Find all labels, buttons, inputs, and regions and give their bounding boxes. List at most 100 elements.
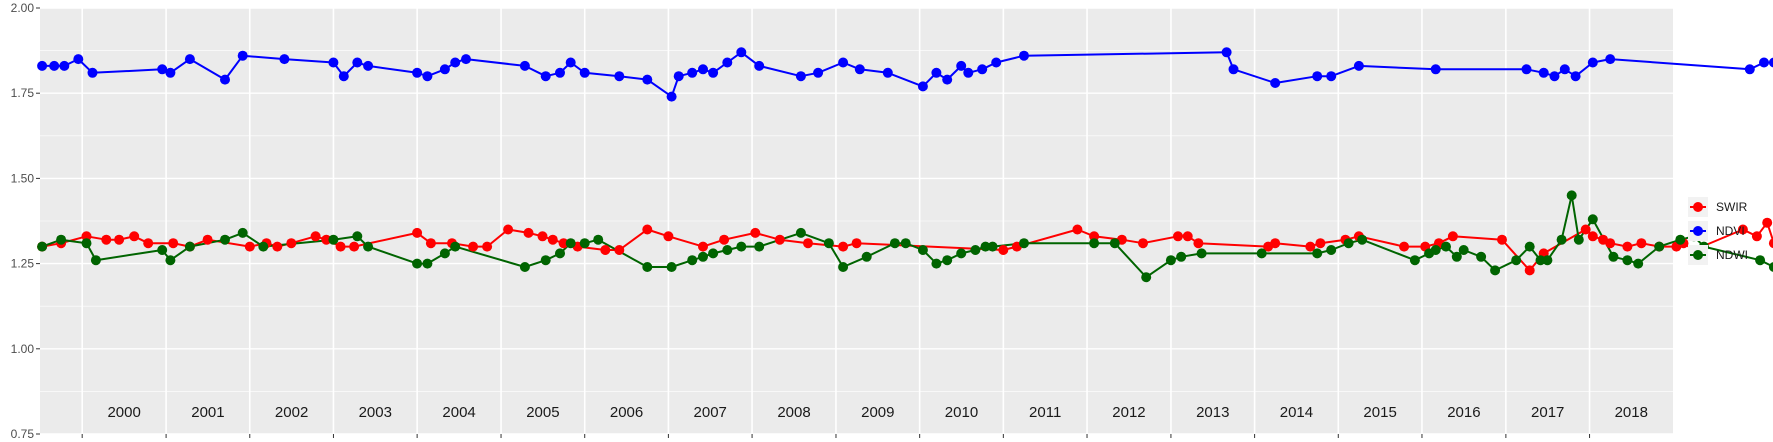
data-point-ndvi [363, 60, 374, 71]
data-point-ndvi [165, 67, 176, 78]
data-point-ndvi [1430, 64, 1441, 75]
year-label: 2010 [945, 404, 978, 421]
year-label: 2014 [1280, 404, 1313, 421]
data-point-ndwi [258, 241, 269, 252]
data-point-ndwi [1409, 255, 1420, 266]
data-point-ndvi [1549, 71, 1560, 82]
data-point-swir [81, 231, 92, 242]
data-point-swir [774, 234, 785, 245]
data-point-ndwi [942, 255, 953, 266]
data-point-ndwi [1556, 234, 1567, 245]
data-point-ndwi [722, 245, 733, 255]
data-point-ndvi [698, 64, 708, 75]
x-axis: 2000 2001 2002 2003 2004 2005 2006 2007 2008 2009… [81, 404, 1648, 438]
data-point-ndwi [565, 238, 576, 249]
data-point-ndwi [1490, 265, 1501, 276]
data-point-ndwi [56, 234, 67, 245]
y-tick-label: 1.25 [11, 257, 35, 271]
data-point-swir [335, 241, 346, 252]
data-point-swir [1762, 217, 1773, 228]
data-point-swir [349, 241, 360, 252]
data-point-ndvi [614, 71, 625, 82]
data-point-ndvi [722, 57, 733, 68]
year-label: 2015 [1363, 404, 1396, 421]
data-point-swir [272, 241, 283, 252]
data-point-ndvi [666, 91, 677, 102]
data-point-ndvi [1538, 67, 1549, 78]
data-point-swir [1305, 241, 1316, 252]
data-point-swir [1173, 231, 1183, 242]
data-point-ndwi [708, 248, 719, 259]
legend-key-ndwi [1693, 250, 1703, 260]
data-point-ndvi [956, 60, 967, 71]
data-point-swir [600, 245, 611, 255]
data-point-ndvi [519, 60, 530, 71]
data-point-ndwi [861, 251, 872, 262]
year-label: 2004 [442, 404, 475, 421]
data-point-ndwi [90, 255, 101, 266]
year-label: 2002 [275, 404, 308, 421]
data-point-swir [1270, 238, 1281, 249]
data-point-ndvi [555, 67, 565, 78]
data-point-ndwi [1326, 245, 1337, 255]
legend-label-ndvi: NDVI [1716, 224, 1745, 238]
data-point-swir [1193, 238, 1204, 249]
data-point-swir [1524, 265, 1535, 276]
data-point-ndvi [931, 67, 942, 78]
data-point-swir [114, 234, 125, 245]
data-point-ndvi [673, 71, 684, 82]
data-point-ndvi [1744, 64, 1755, 75]
data-point-swir [1182, 231, 1193, 242]
data-point-ndvi [1270, 78, 1281, 88]
data-point-swir [1138, 238, 1148, 249]
y-tick-label: 2.00 [11, 1, 35, 15]
data-point-swir [838, 241, 849, 252]
data-point-ndvi [439, 64, 450, 75]
data-point-swir [1580, 224, 1591, 235]
data-point-ndvi [1759, 57, 1769, 68]
data-point-swir [1315, 238, 1326, 249]
data-point-ndwi [1654, 241, 1665, 252]
data-point-ndvi [1521, 64, 1532, 75]
data-point-swir [719, 234, 730, 245]
data-point-ndwi [666, 262, 677, 272]
data-point-swir [698, 241, 708, 252]
year-label: 2013 [1196, 404, 1229, 421]
data-point-ndwi [1141, 272, 1152, 283]
data-point-ndvi [1312, 71, 1323, 82]
data-point-ndwi [237, 227, 248, 238]
data-point-ndwi [1256, 248, 1267, 259]
data-point-ndvi [1019, 50, 1029, 61]
data-point-ndwi [1542, 255, 1553, 266]
data-point-ndwi [579, 238, 590, 249]
year-label: 2007 [694, 404, 727, 421]
data-point-swir [503, 224, 514, 235]
data-point-ndwi [1430, 245, 1441, 255]
data-point-ndwi [412, 258, 423, 269]
data-point-ndvi [422, 71, 433, 82]
year-label: 2000 [107, 404, 140, 421]
data-point-ndvi [184, 54, 195, 65]
data-point-ndvi [338, 71, 349, 82]
data-point-ndvi [991, 57, 1002, 68]
y-tick-label: 0.75 [11, 427, 35, 441]
data-point-ndvi [352, 57, 363, 68]
data-point-ndvi [73, 54, 84, 65]
data-point-swir [168, 238, 179, 249]
data-point-ndwi [37, 241, 48, 252]
data-point-swir [1622, 241, 1633, 252]
data-point-swir [663, 231, 674, 242]
data-point-ndvi [87, 67, 98, 78]
data-point-ndwi [1587, 214, 1598, 225]
data-point-ndvi [736, 47, 747, 58]
data-point-ndvi [279, 54, 290, 65]
data-point-swir [523, 227, 534, 238]
data-point-ndvi [37, 60, 48, 71]
data-point-ndvi [708, 67, 719, 78]
data-point-ndvi [1605, 54, 1616, 65]
year-label: 2012 [1112, 404, 1145, 421]
data-point-ndwi [900, 238, 911, 249]
data-point-ndwi [698, 251, 708, 262]
data-point-ndwi [519, 262, 530, 272]
